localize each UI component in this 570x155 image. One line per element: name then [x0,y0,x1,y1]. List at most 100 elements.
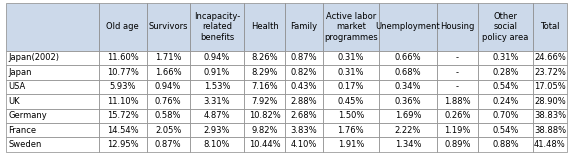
Bar [323,94,379,108]
Text: 0.24%: 0.24% [492,97,519,106]
Bar [190,51,244,65]
Text: 2.88%: 2.88% [291,97,317,106]
Text: France: France [9,126,36,135]
Bar [244,123,286,137]
Text: 1.53%: 1.53% [203,82,230,91]
Text: Sweden: Sweden [9,140,42,149]
Bar [244,108,286,123]
Text: 9.82%: 9.82% [251,126,278,135]
Text: 11.60%: 11.60% [107,53,139,62]
Text: 0.54%: 0.54% [492,82,519,91]
Text: 0.45%: 0.45% [337,97,364,106]
Text: 7.16%: 7.16% [251,82,278,91]
Bar [379,65,437,80]
Bar [478,3,532,51]
Bar [478,65,532,80]
Bar [6,137,99,152]
Text: 0.94%: 0.94% [155,82,181,91]
Bar [6,51,99,65]
Bar [532,80,567,94]
Bar [437,65,478,80]
Text: 0.66%: 0.66% [394,53,421,62]
Bar [532,137,567,152]
Bar [6,3,99,51]
Bar [99,51,146,65]
Text: -: - [456,53,459,62]
Text: 1.19%: 1.19% [445,126,471,135]
Text: 0.58%: 0.58% [155,111,181,120]
Bar [323,137,379,152]
Bar [6,108,99,123]
Bar [323,123,379,137]
Text: 0.17%: 0.17% [337,82,364,91]
Text: 0.54%: 0.54% [492,126,519,135]
Text: 17.05%: 17.05% [534,82,566,91]
Bar [478,80,532,94]
Bar [379,137,437,152]
Bar [379,80,437,94]
Bar [146,94,190,108]
Bar [6,123,99,137]
Text: 0.34%: 0.34% [395,82,421,91]
Text: Incapacity-
related
benefits: Incapacity- related benefits [194,12,240,42]
Bar [532,123,567,137]
Text: 0.76%: 0.76% [155,97,181,106]
Bar [244,65,286,80]
Bar [244,137,286,152]
Bar [532,65,567,80]
Text: 28.90%: 28.90% [534,97,566,106]
Bar [146,3,190,51]
Text: 1.50%: 1.50% [337,111,364,120]
Text: Old age: Old age [106,22,139,31]
Text: 0.94%: 0.94% [204,53,230,62]
Text: 0.43%: 0.43% [291,82,317,91]
Bar [286,108,323,123]
Text: 8.10%: 8.10% [203,140,230,149]
Text: Japan: Japan [9,68,32,77]
Bar [323,65,379,80]
Text: 1.76%: 1.76% [337,126,364,135]
Text: 0.68%: 0.68% [394,68,421,77]
Text: Japan(2002): Japan(2002) [9,53,59,62]
Text: Survivors: Survivors [148,22,188,31]
Text: 12.95%: 12.95% [107,140,139,149]
Bar [190,80,244,94]
Text: 10.82%: 10.82% [249,111,280,120]
Text: 11.10%: 11.10% [107,97,139,106]
Bar [190,65,244,80]
Text: 0.87%: 0.87% [155,140,181,149]
Text: 0.91%: 0.91% [204,68,230,77]
Bar [379,51,437,65]
Bar [323,80,379,94]
Text: Family: Family [291,22,317,31]
Bar [478,108,532,123]
Bar [99,80,146,94]
Bar [286,65,323,80]
Bar [286,51,323,65]
Bar [190,137,244,152]
Bar [532,94,567,108]
Bar [532,3,567,51]
Bar [146,80,190,94]
Text: 0.82%: 0.82% [291,68,317,77]
Bar [286,123,323,137]
Bar [379,123,437,137]
Text: 5.93%: 5.93% [109,82,136,91]
Bar [286,94,323,108]
Text: 10.77%: 10.77% [107,68,139,77]
Text: 0.88%: 0.88% [492,140,519,149]
Text: -: - [456,82,459,91]
Bar [478,123,532,137]
Bar [286,3,323,51]
Text: 2.93%: 2.93% [203,126,230,135]
Bar [437,137,478,152]
Bar [323,108,379,123]
Text: 0.89%: 0.89% [444,140,471,149]
Text: 1.88%: 1.88% [444,97,471,106]
Text: Health: Health [251,22,279,31]
Text: 4.10%: 4.10% [291,140,317,149]
Text: 38.88%: 38.88% [534,126,566,135]
Text: 0.31%: 0.31% [492,53,519,62]
Text: 2.68%: 2.68% [291,111,317,120]
Bar [286,137,323,152]
